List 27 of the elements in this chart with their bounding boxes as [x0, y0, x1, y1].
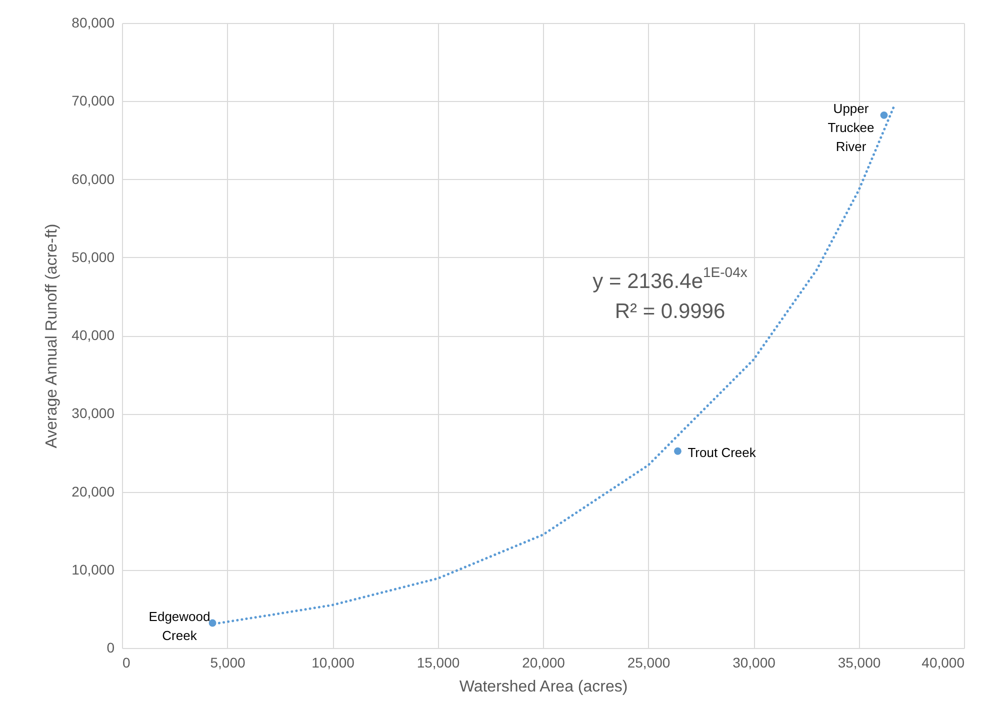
- y-tick-label: 10,000: [72, 561, 115, 578]
- x-tick-label: 0: [122, 654, 130, 670]
- x-tick-label: 35,000: [838, 654, 881, 670]
- x-tick-label: 15,000: [416, 654, 460, 670]
- y-tick-label: 20,000: [72, 483, 115, 500]
- x-tick-label: 20,000: [522, 654, 566, 670]
- y-tick-label: 0: [106, 640, 115, 656]
- point: [208, 619, 216, 627]
- x-tick-label: 10,000: [312, 654, 355, 670]
- annotation: Upper Truckee River: [828, 101, 874, 154]
- y-tick-label: 40,000: [72, 327, 115, 343]
- point: [880, 111, 888, 119]
- annotation: R² = 0.9996: [614, 300, 726, 323]
- x-tick-label: 40,000: [922, 654, 965, 670]
- x-tick-label: 5,000: [210, 654, 246, 670]
- y-tick-label: 80,000: [72, 14, 115, 30]
- y-tick-label: 30,000: [72, 405, 115, 422]
- annotation: Trout Creek: [688, 445, 756, 460]
- y-tick-label: 70,000: [72, 92, 115, 109]
- x-tick-label: 25,000: [627, 654, 670, 670]
- annotation: Edgewood Creek: [148, 609, 210, 643]
- point: [674, 447, 682, 455]
- y-axis-title: Average Annual Runoff (acre-ft): [44, 224, 61, 448]
- y-tick-label: 60,000: [72, 170, 115, 187]
- y-tick-label: 50,000: [72, 248, 115, 265]
- x-axis-title: Watershed Area (acres): [459, 678, 628, 696]
- x-tick-label: 30,000: [732, 654, 776, 670]
